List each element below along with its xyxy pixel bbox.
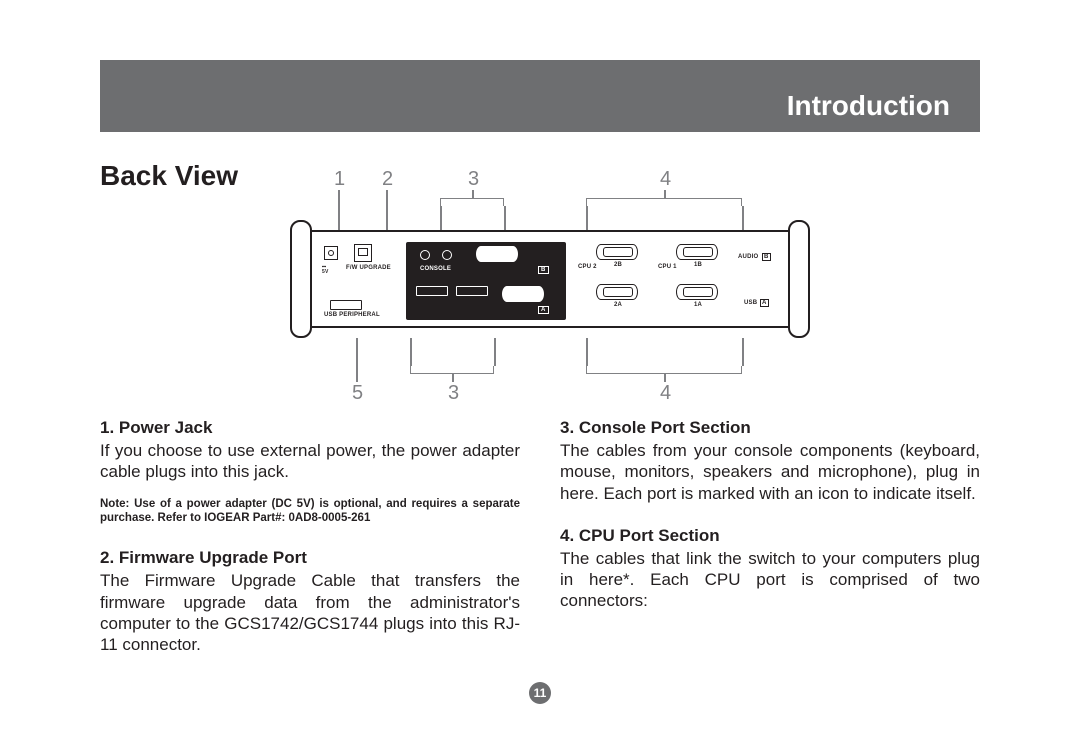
item-note: Note: Use of a power adapter (DC 5V) is … [100, 497, 520, 527]
mic-jack-icon [442, 250, 452, 260]
page-number: 11 [529, 682, 551, 704]
description-columns: 1. Power Jack If you choose to use exter… [100, 418, 980, 677]
device-back: F/W UPGRADE ⎓5V CONSOLE B A [290, 220, 810, 338]
console-vga-a-icon [502, 286, 544, 302]
label-b: B [538, 266, 549, 274]
item-console-port: 3. Console Port Section The cables from … [560, 418, 980, 504]
manual-page: Introduction Back View 1 2 3 4 5 3 4 [0, 0, 1080, 742]
label-fw-upgrade: F/W UPGRADE [346, 265, 391, 271]
item-title: 2. Firmware Upgrade Port [100, 548, 520, 568]
callout-stem [452, 374, 454, 382]
header-bar: Introduction [100, 60, 980, 132]
label-usb-a: A [760, 299, 769, 307]
item-cpu-port: 4. CPU Port Section The cables that link… [560, 526, 980, 612]
cpu2-vga-a-icon [596, 284, 638, 300]
label-usb: USB [744, 300, 757, 306]
callout-line [742, 338, 744, 366]
label-2a: 2A [614, 302, 622, 308]
label-1b: 1B [694, 262, 702, 268]
back-view-diagram: 1 2 3 4 5 3 4 [290, 160, 810, 410]
callout-line [586, 338, 588, 366]
label-1a: 1A [694, 302, 702, 308]
left-column: 1. Power Jack If you choose to use exter… [100, 418, 520, 677]
label-audio: AUDIO [738, 254, 758, 260]
callout-bracket [440, 198, 504, 206]
callout-bracket [410, 366, 494, 374]
section-title: Back View [100, 160, 238, 192]
label-audio-b: B [762, 253, 771, 261]
item-title: 1. Power Jack [100, 418, 520, 438]
callout-bracket [586, 366, 742, 374]
label-a: A [538, 306, 549, 314]
callout-bottom-4: 4 [660, 382, 671, 405]
callout-bracket [586, 198, 742, 206]
item-power-jack: 1. Power Jack If you choose to use exter… [100, 418, 520, 526]
device-ear-right [788, 220, 810, 338]
cpu2-vga-b-icon [596, 244, 638, 260]
label-console: CONSOLE [420, 266, 451, 272]
device-body: F/W UPGRADE ⎓5V CONSOLE B A [304, 230, 796, 328]
header-title: Introduction [787, 90, 950, 122]
callout-stem [664, 190, 666, 198]
callout-line [356, 338, 358, 382]
console-panel: CONSOLE B A [406, 242, 566, 320]
item-body: The Firmware Upgrade Cable that transfer… [100, 570, 520, 655]
label-usb-peripheral: USB PERIPHERAL [324, 312, 380, 318]
audio-jack-icon [420, 250, 430, 260]
callout-stem [664, 374, 666, 382]
item-firmware-port: 2. Firmware Upgrade Port The Firmware Up… [100, 548, 520, 655]
device-ear-left [290, 220, 312, 338]
cpu1-vga-a-icon [676, 284, 718, 300]
item-title: 4. CPU Port Section [560, 526, 980, 546]
usb-peripheral-icon [330, 300, 362, 310]
console-usb-2-icon [456, 286, 488, 296]
console-vga-b-icon [476, 246, 518, 262]
firmware-port-icon [354, 244, 372, 262]
callout-top-2: 2 [382, 168, 393, 191]
callout-top-1: 1 [334, 168, 345, 191]
console-usb-1-icon [416, 286, 448, 296]
callout-stem [472, 190, 474, 198]
item-body: If you choose to use external power, the… [100, 440, 520, 483]
right-column: 3. Console Port Section The cables from … [560, 418, 980, 677]
item-body: The cables that link the switch to your … [560, 548, 980, 612]
power-spec-icon: ⎓5V [322, 265, 329, 275]
power-jack-icon [324, 246, 338, 260]
callout-bottom-3: 3 [448, 382, 459, 405]
item-body: The cables from your console components … [560, 440, 980, 504]
callout-top-3: 3 [468, 168, 479, 191]
label-2b: 2B [614, 262, 622, 268]
callout-top-4: 4 [660, 168, 671, 191]
callout-bottom-5: 5 [352, 382, 363, 405]
callout-line [410, 338, 412, 366]
label-cpu2: CPU 2 [578, 264, 597, 270]
cpu1-vga-b-icon [676, 244, 718, 260]
item-title: 3. Console Port Section [560, 418, 980, 438]
label-cpu1: CPU 1 [658, 264, 677, 270]
callout-line [494, 338, 496, 366]
